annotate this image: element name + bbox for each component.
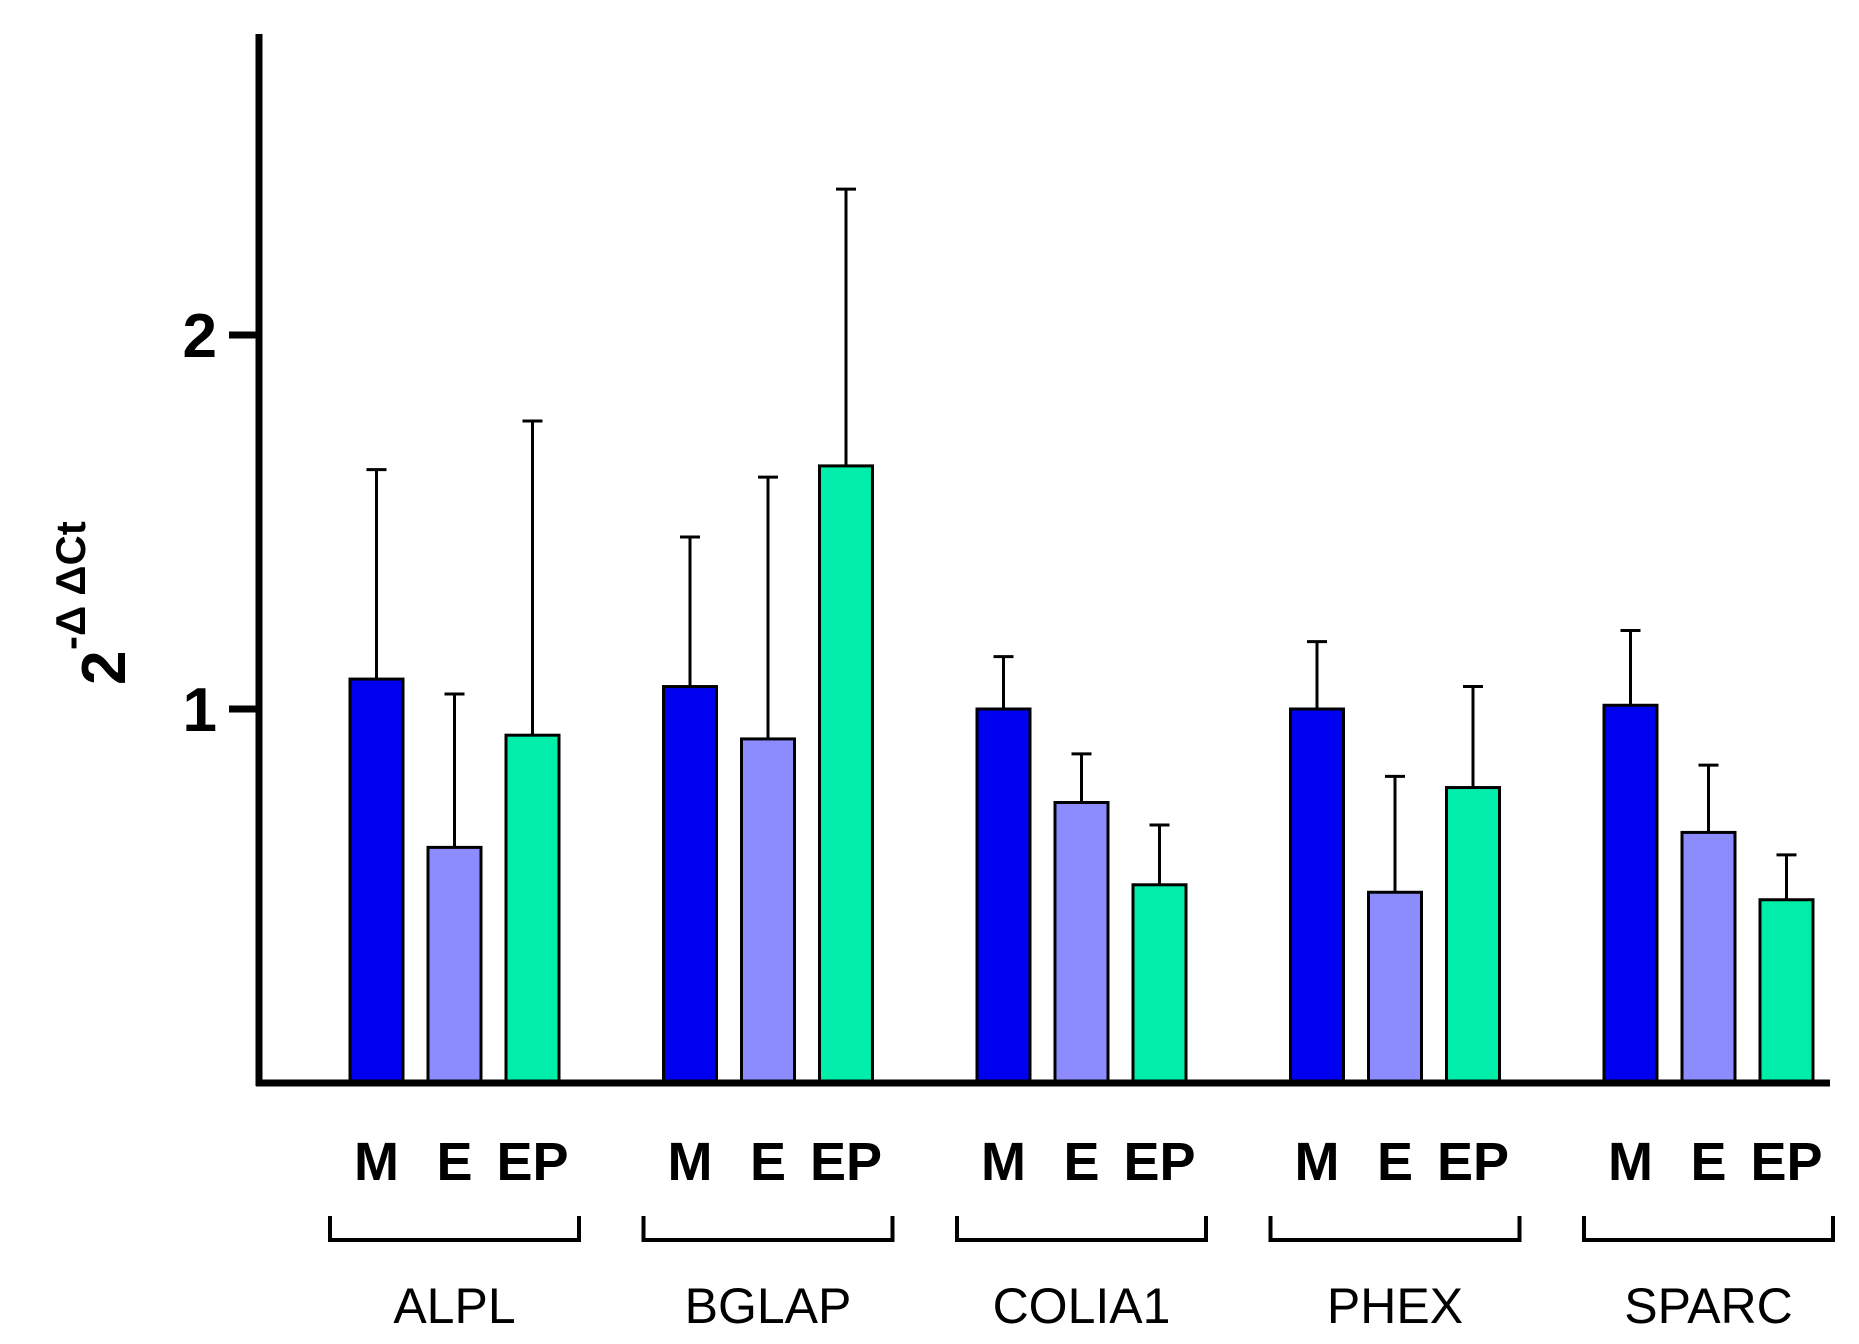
group-bracket-phex [1268,1216,1522,1242]
category-label-sparc: SPARC [1624,1278,1793,1334]
series-label-bglap-ep: EP [810,1132,882,1192]
category-label-colia1: COLIA1 [993,1278,1171,1334]
y-tick-label: 2 [183,302,217,371]
series-label-sparc-e: E [1690,1132,1726,1192]
bar-alpl-ep [504,733,561,1085]
y-axis-label: 2 -Δ ΔCt [47,521,139,685]
series-label-alpl-m: M [354,1132,399,1192]
bar-phex-ep [1445,786,1501,1085]
category-label-alpl: ALPL [393,1278,515,1334]
series-label-alpl-e: E [436,1132,472,1192]
series-label-colia1-e: E [1063,1132,1099,1192]
bar-alpl-e [426,845,483,1085]
series-label-colia1-ep: EP [1123,1132,1195,1192]
bar-sparc-ep [1758,898,1815,1085]
bar-bglap-m [662,685,718,1085]
bar-colia1-m [975,707,1032,1085]
series-label-phex-e: E [1377,1132,1413,1192]
bar-bglap-ep [818,464,874,1085]
series-label-sparc-ep: EP [1750,1132,1822,1192]
bar-colia1-ep [1131,883,1188,1085]
bar-phex-m [1289,707,1345,1085]
bar-phex-e [1367,890,1423,1085]
y-axis-label-exponent: -Δ ΔCt [47,521,94,650]
group-bracket-alpl [328,1216,581,1242]
series-label-phex-m: M [1295,1132,1340,1192]
bar-bglap-e [740,737,796,1085]
category-label-phex: PHEX [1327,1278,1463,1334]
y-axis-label-base: 2 [70,651,139,685]
category-label-bglap: BGLAP [685,1278,852,1334]
group-bracket-sparc [1582,1216,1835,1242]
series-label-bglap-m: M [668,1132,713,1192]
group-bracket-colia1 [955,1216,1208,1242]
bar-alpl-m [348,677,405,1085]
bar-sparc-m [1602,703,1659,1085]
series-label-colia1-m: M [981,1132,1026,1192]
series-label-sparc-m: M [1608,1132,1653,1192]
y-tick-label: 1 [183,676,217,745]
bar-colia1-e [1053,801,1110,1085]
series-label-phex-ep: EP [1437,1132,1509,1192]
bar-sparc-e [1680,830,1737,1085]
series-label-bglap-e: E [750,1132,786,1192]
series-label-alpl-ep: EP [496,1132,568,1192]
group-bracket-bglap [641,1216,895,1242]
